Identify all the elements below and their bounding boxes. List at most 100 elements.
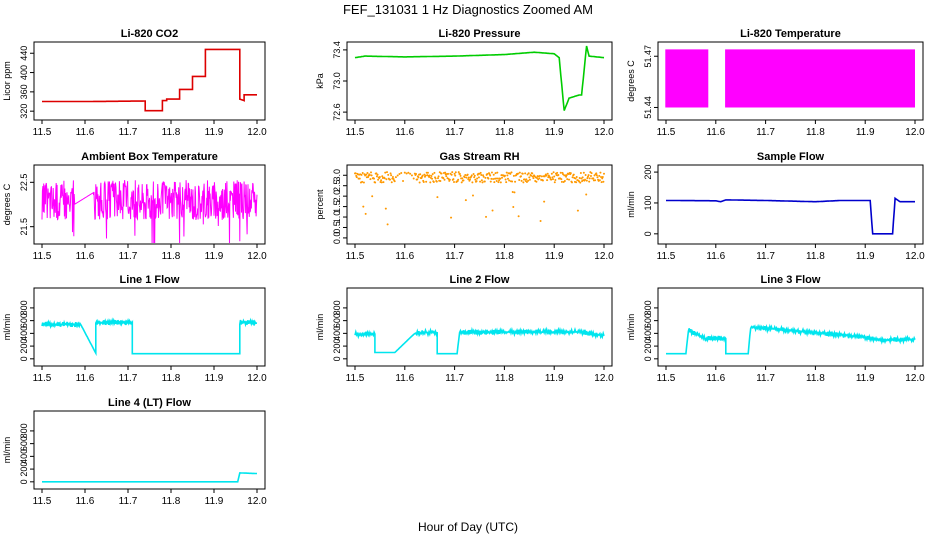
- rh-point: [361, 180, 364, 183]
- y-tick-label: 2.5: [332, 179, 342, 192]
- rh-point: [490, 171, 493, 174]
- x-tick-label: 11.8: [162, 373, 181, 384]
- x-tick-label: 11.8: [162, 251, 181, 262]
- rh-point: [377, 178, 380, 181]
- x-tick-label: 11.8: [495, 251, 514, 262]
- y-tick-label: 800: [19, 423, 29, 438]
- rh-point: [432, 181, 435, 184]
- y-tick-label: 72.6: [332, 103, 342, 121]
- rh-point: [579, 171, 582, 174]
- rh-point: [490, 177, 493, 180]
- rh-point: [566, 178, 569, 181]
- y-tick-label: 0.5: [332, 221, 342, 234]
- panel-frame: [657, 41, 924, 121]
- rh-point: [600, 181, 603, 184]
- rh-point: [527, 179, 530, 182]
- rh-point: [439, 179, 442, 182]
- rh-point: [453, 181, 456, 184]
- y-tick-label: 200: [19, 462, 29, 477]
- y-tick-label: 400: [19, 326, 29, 341]
- rh-point: [469, 178, 472, 181]
- y-tick-label: 51.44: [643, 96, 653, 119]
- x-tick-label: 11.9: [856, 373, 875, 384]
- y-axis-label: Licor ppm: [2, 61, 12, 101]
- rh-point: [557, 173, 560, 176]
- series-line: [41, 317, 258, 357]
- rh-point: [576, 209, 579, 212]
- rh-point: [374, 181, 377, 184]
- y-tick-label: 0: [19, 479, 29, 484]
- rh-point: [421, 174, 424, 177]
- rh-point: [491, 209, 494, 212]
- rh-point: [552, 171, 555, 174]
- rh-point: [592, 177, 595, 180]
- panel-frame: [346, 287, 613, 367]
- x-tick-label: 12.0: [905, 373, 925, 384]
- series-1: [42, 48, 257, 112]
- x-tick-label: 11.9: [205, 373, 224, 384]
- y-tick-label: 0: [643, 231, 653, 236]
- rh-point: [364, 212, 367, 215]
- rh-point: [511, 180, 514, 183]
- rh-point: [472, 173, 475, 176]
- y-tick-label: 400: [332, 326, 342, 341]
- y-tick-label: 600: [19, 436, 29, 451]
- y-tick-label: 0.0: [332, 232, 342, 245]
- rh-point: [535, 180, 538, 183]
- rh-point: [545, 174, 548, 177]
- y-tick-label: 73.4: [332, 41, 342, 59]
- x-tick-label: 12.0: [247, 496, 267, 507]
- rh-point: [586, 175, 589, 178]
- x-tick-label: 11.7: [119, 373, 138, 384]
- rh-point: [518, 178, 521, 181]
- rh-point: [388, 178, 391, 181]
- rh-point: [512, 205, 515, 208]
- rh-point: [477, 176, 480, 179]
- y-axis-label: ml/min: [315, 314, 325, 341]
- rh-point: [570, 181, 573, 184]
- rh-point: [435, 180, 438, 183]
- rh-point: [375, 172, 378, 175]
- y-tick-label: 1.5: [332, 200, 342, 213]
- x-tick-label: 11.7: [445, 127, 464, 138]
- rh-point: [394, 176, 397, 179]
- rh-point: [546, 172, 549, 175]
- rh-point: [540, 175, 543, 178]
- rh-point: [409, 172, 412, 175]
- rh-point: [546, 179, 549, 182]
- rh-point: [556, 171, 559, 174]
- rh-point: [440, 172, 443, 175]
- rh-point: [508, 179, 511, 182]
- x-tick-label: 11.5: [346, 373, 365, 384]
- x-tick-label: 11.8: [495, 373, 514, 384]
- x-tick-label: 11.7: [445, 251, 464, 262]
- rh-point: [584, 178, 587, 181]
- y-tick-label: 800: [19, 300, 29, 315]
- x-tick-label: 11.8: [806, 127, 825, 138]
- panel-title: Li-820 CO2: [121, 28, 178, 40]
- x-tick-label: 11.5: [346, 251, 365, 262]
- rh-point: [467, 176, 470, 179]
- rh-point: [368, 174, 371, 177]
- rh-point: [494, 172, 497, 175]
- panel-frame: [33, 410, 266, 490]
- x-tick-label: 11.5: [33, 373, 52, 384]
- rh-point: [355, 176, 358, 179]
- y-axis-label: kPa: [315, 73, 325, 89]
- rh-point: [517, 215, 520, 218]
- rh-point: [596, 176, 599, 179]
- rh-point: [598, 174, 601, 177]
- panel-frame: [33, 287, 266, 367]
- rh-point: [495, 179, 498, 182]
- rh-point: [436, 196, 439, 199]
- x-tick-label: 11.8: [806, 373, 825, 384]
- rh-point: [532, 177, 535, 180]
- y-tick-label: 22.5: [19, 174, 29, 192]
- rh-point: [487, 177, 490, 180]
- series-line: [42, 472, 257, 483]
- rh-point: [575, 175, 578, 178]
- rh-point: [495, 177, 498, 180]
- x-tick-label: 11.9: [205, 251, 224, 262]
- rh-point: [568, 178, 571, 181]
- rh-point: [457, 178, 460, 181]
